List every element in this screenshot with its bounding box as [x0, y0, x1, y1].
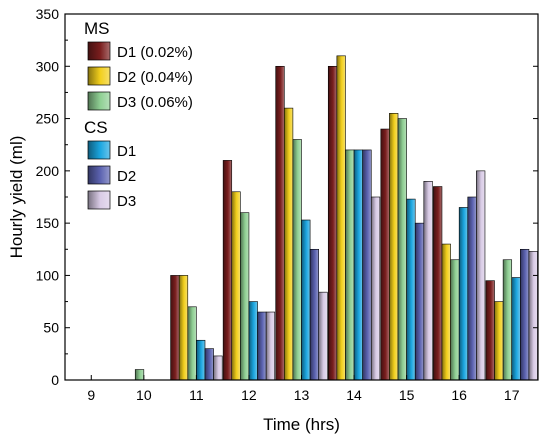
axes-layer: 0 50 100 150 200 250 300 350 9 10 11 12 13 14 15 16 17 — [36, 6, 538, 403]
bar-15-series-1 — [380, 128, 390, 381]
bar-14-series-6 — [370, 196, 381, 381]
legend: MS D1 (0.02%) D2 (0.04%) D3 (0.06%) CS D1 D2 D3 — [84, 19, 193, 210]
bar-10-series-3 — [134, 369, 145, 381]
bar-11-series-3 — [187, 306, 197, 381]
legend-swatch — [87, 165, 111, 185]
x-tick-label: 13 — [294, 387, 310, 403]
bar-16-series-6 — [476, 170, 486, 381]
bar-12-series-4 — [248, 301, 258, 381]
bar-15-series-6 — [423, 181, 433, 381]
x-tick-label: 15 — [399, 387, 415, 403]
bar-13-series-3 — [292, 139, 302, 381]
bar-13-series-6 — [318, 291, 328, 381]
x-tick-label: 10 — [136, 387, 152, 403]
y-axis-title: Hourly yield (ml) — [7, 136, 26, 259]
bar-14-series-2 — [336, 55, 346, 381]
bar-13-series-5 — [309, 248, 320, 381]
bar-11-series-4 — [196, 339, 206, 381]
bar-14-series-1 — [327, 65, 338, 381]
bar-13-series-1 — [275, 65, 285, 381]
bar-17-series-3 — [502, 259, 513, 381]
bar-13-series-4 — [301, 219, 311, 381]
bar-13-series-2 — [283, 107, 294, 381]
legend-label: D3 (0.06%) — [117, 94, 193, 111]
x-tick-label: 17 — [504, 387, 520, 403]
legend-swatch — [87, 91, 111, 111]
bar-15-series-5 — [414, 222, 425, 381]
y-tick-label: 300 — [36, 58, 60, 74]
y-tick-label: 100 — [36, 267, 60, 283]
bar-17-series-4 — [511, 277, 521, 381]
legend-label: D1 (0.02%) — [117, 44, 193, 61]
bar-12-series-6 — [265, 311, 276, 381]
bar-11-series-2 — [178, 275, 189, 381]
bars-layer — [134, 55, 538, 381]
bar-17-series-6 — [528, 251, 538, 381]
x-tick-label: 9 — [87, 387, 95, 403]
legend-swatch — [87, 140, 111, 160]
bar-15-series-4 — [406, 198, 416, 381]
y-tick-label: 250 — [36, 111, 60, 127]
bar-12-series-5 — [257, 311, 267, 381]
bar-15-series-3 — [397, 118, 407, 381]
x-tick-label: 16 — [451, 387, 467, 403]
legend-label: D2 (0.04%) — [117, 69, 193, 86]
legend-label: D3 — [117, 193, 136, 210]
bar-12-series-2 — [231, 191, 241, 381]
legend-group-title: CS — [84, 118, 108, 137]
y-tick-label: 200 — [36, 163, 60, 179]
bar-16-series-4 — [458, 207, 469, 381]
legend-swatch — [87, 41, 111, 61]
x-tick-label: 14 — [346, 387, 362, 403]
bar-12-series-3 — [240, 212, 250, 381]
bar-12-series-1 — [222, 160, 233, 381]
bar-17-series-5 — [520, 248, 530, 381]
y-tick-label: 50 — [43, 320, 59, 336]
legend-swatch — [87, 190, 111, 210]
legend-swatch — [87, 66, 111, 86]
y-tick-label: 350 — [36, 6, 60, 22]
x-tick-label: 11 — [189, 387, 204, 403]
legend-label: D2 — [117, 168, 136, 185]
bar-16-series-3 — [450, 259, 460, 381]
bar-14-series-4 — [353, 149, 363, 381]
x-axis-title: Time (hrs) — [263, 415, 340, 434]
bar-17-series-1 — [485, 280, 495, 381]
bar-16-series-2 — [441, 243, 451, 381]
bar-15-series-2 — [389, 113, 399, 381]
bar-17-series-2 — [494, 301, 504, 381]
x-tick-label: 12 — [241, 387, 257, 403]
bar-11-series-6 — [213, 355, 223, 381]
bar-14-series-3 — [345, 149, 355, 381]
bar-16-series-1 — [433, 186, 443, 381]
y-tick-label: 150 — [36, 215, 60, 231]
bar-14-series-5 — [362, 149, 372, 381]
y-tick-label: 0 — [51, 372, 59, 388]
bar-11-series-5 — [204, 348, 214, 381]
legend-group-title: MS — [84, 19, 110, 38]
bar-16-series-5 — [467, 196, 477, 381]
bar-11-series-1 — [170, 275, 180, 381]
legend-label: D1 — [117, 143, 136, 160]
